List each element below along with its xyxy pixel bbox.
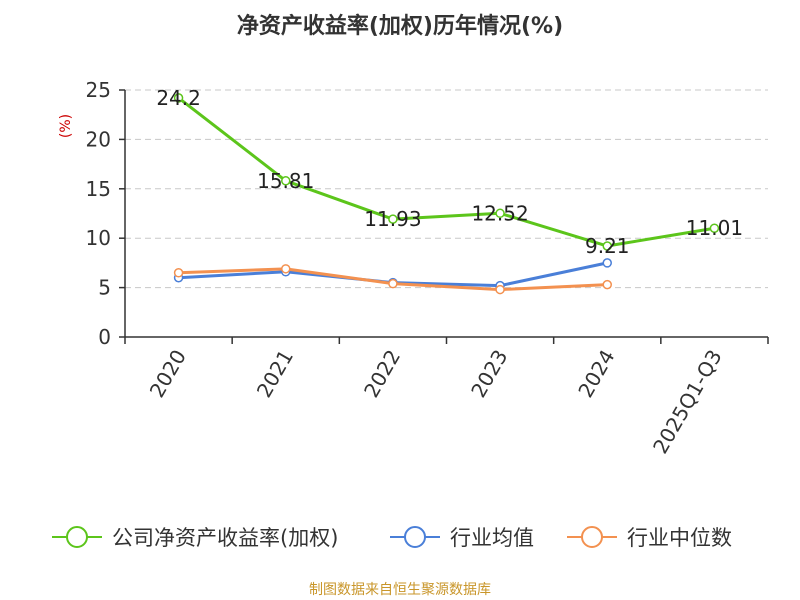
x-tick-label: 2021 — [252, 346, 298, 402]
legend-label: 行业均值 — [450, 526, 534, 550]
data-point — [495, 284, 505, 295]
data-point — [388, 278, 398, 289]
legend-item-0: 公司净资产收益率(加权) — [52, 526, 338, 550]
x-tick-label: 2022 — [359, 346, 405, 402]
axis-layer: 0 5 10 15 20 25 2020 2021 2022 2023 2024 2025Q1-Q3 — [86, 78, 769, 458]
legend-item-1: 行业均值 — [390, 526, 534, 550]
legend-label: 行业中位数 — [627, 526, 732, 550]
y-tick-label: 0 — [98, 325, 111, 349]
y-tick-label: 10 — [86, 226, 111, 250]
data-point — [602, 279, 612, 290]
x-tick-label: 2024 — [573, 346, 619, 402]
y-tick-label: 20 — [86, 127, 111, 151]
data-point — [388, 214, 398, 224]
legend: 公司净资产收益率(加权) 行业均值 行业中位数 — [52, 526, 732, 550]
y-axis-label: (%) — [58, 114, 74, 138]
y-tick-label: 5 — [98, 276, 111, 300]
data-label: 11.93 — [364, 207, 421, 231]
legend-marker — [404, 526, 426, 548]
x-tick-label: 2025Q1-Q3 — [648, 346, 727, 458]
source-note: 制图数据来自恒生聚源数据库 — [309, 582, 491, 598]
data-label: 15.81 — [257, 169, 314, 193]
data-point — [281, 176, 291, 186]
data-point — [173, 93, 184, 103]
data-label: 9.21 — [585, 234, 630, 258]
data-point — [281, 264, 291, 274]
legend-marker — [66, 526, 88, 548]
data-label: 12.52 — [471, 201, 528, 225]
series-layer — [173, 93, 720, 295]
y-tick-label: 15 — [86, 177, 111, 201]
legend-label: 公司净资产收益率(加权) — [112, 526, 338, 550]
legend-item-2: 行业中位数 — [567, 526, 732, 550]
data-point — [709, 223, 720, 233]
legend-marker — [581, 526, 603, 548]
chart-title: 净资产收益率(加权)历年情况(%) — [237, 13, 563, 39]
data-label: 11.01 — [686, 216, 743, 240]
grid-layer — [125, 89, 768, 289]
data-point — [602, 258, 612, 268]
x-tick-label: 2020 — [145, 346, 191, 402]
data-label: 24.2 — [156, 86, 201, 110]
data-point — [495, 208, 505, 219]
y-tick-label: 25 — [86, 78, 111, 102]
data-label-layer: 24.2 15.81 11.93 12.52 9.21 11.01 — [156, 86, 743, 258]
x-tick-label: 2023 — [466, 346, 512, 402]
series-line-0 — [177, 96, 715, 248]
data-point — [602, 241, 612, 251]
data-point — [173, 268, 184, 278]
